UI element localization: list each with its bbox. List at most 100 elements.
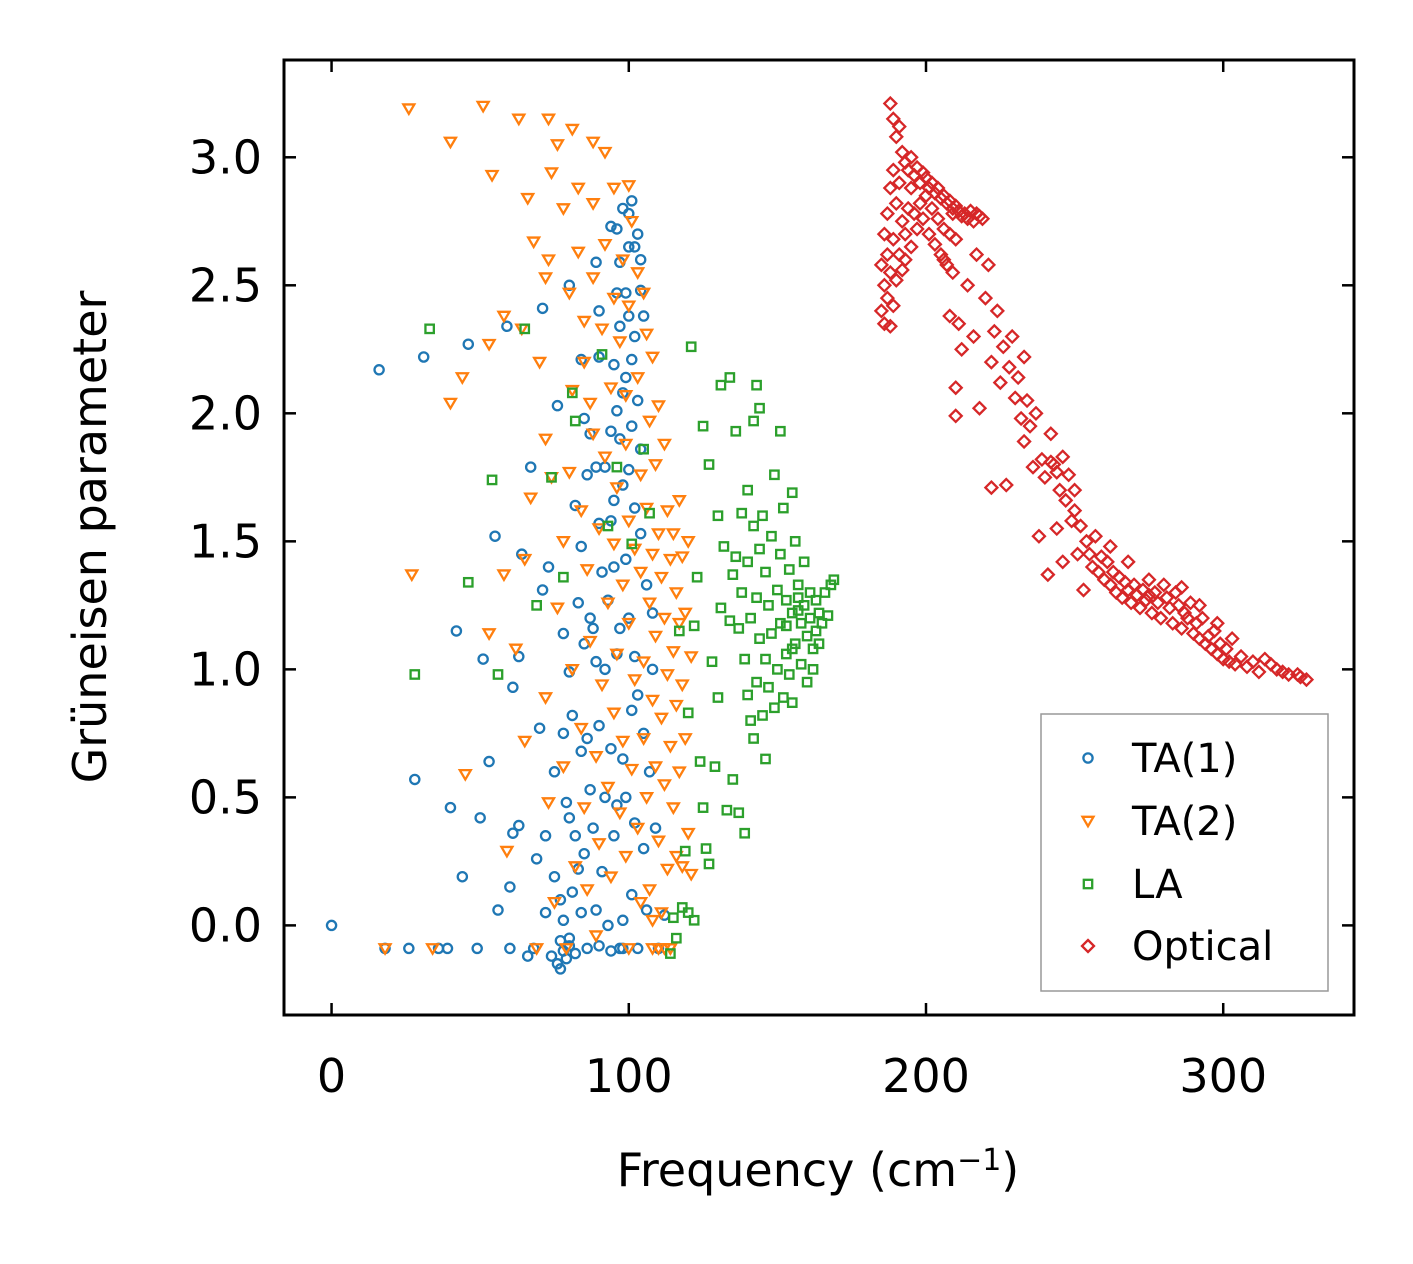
point-ta2 xyxy=(594,323,610,337)
point-optical xyxy=(891,118,907,135)
point-ta1 xyxy=(504,881,516,893)
point-ta1 xyxy=(649,822,662,834)
point-optical xyxy=(974,211,991,227)
point-ta2 xyxy=(576,802,592,816)
point-ta2 xyxy=(671,495,687,508)
point-ta2 xyxy=(648,761,664,775)
point-optical xyxy=(1153,610,1169,626)
point-ta2 xyxy=(585,136,601,150)
point-ta2 xyxy=(668,699,684,713)
point-la xyxy=(801,630,813,642)
point-ta2 xyxy=(585,198,601,211)
point-ta2 xyxy=(546,896,562,910)
point-ta2 xyxy=(600,781,616,795)
point-ta1 xyxy=(492,904,504,916)
legend-label-optical: Optical xyxy=(1132,924,1273,970)
point-ta1 xyxy=(409,773,421,786)
point-ta2 xyxy=(442,136,458,150)
point-ta2 xyxy=(621,617,637,631)
point-optical xyxy=(1099,554,1115,570)
point-optical xyxy=(897,226,913,242)
point-ta1 xyxy=(593,940,605,952)
point-ta2 xyxy=(597,451,613,465)
point-optical xyxy=(942,308,958,324)
point-la xyxy=(792,592,804,604)
point-la xyxy=(786,697,798,708)
point-ta2 xyxy=(573,722,589,736)
point-ta2 xyxy=(588,751,604,764)
point-ta2 xyxy=(597,238,613,252)
point-ta1 xyxy=(533,722,546,734)
point-optical xyxy=(933,246,949,263)
point-la xyxy=(697,802,709,813)
point-ta2 xyxy=(541,254,557,268)
point-optical xyxy=(906,205,922,222)
point-ta2 xyxy=(404,569,420,583)
point-ta1 xyxy=(620,791,632,804)
point-ta1 xyxy=(602,919,614,932)
point-ta1 xyxy=(640,904,653,916)
y-tick-label: 0.0 xyxy=(189,898,262,952)
point-optical xyxy=(1156,577,1172,593)
x-tick-label: 0 xyxy=(317,1049,346,1103)
point-la xyxy=(766,628,777,639)
point-la xyxy=(792,579,804,591)
point-la xyxy=(700,843,712,854)
point-ta2 xyxy=(570,182,586,196)
point-optical xyxy=(1191,597,1208,613)
point-optical xyxy=(1087,528,1104,544)
x-tick-label: 200 xyxy=(882,1049,970,1103)
point-optical xyxy=(903,149,919,165)
point-ta1 xyxy=(593,305,605,317)
point-la xyxy=(611,461,623,473)
point-ta1 xyxy=(608,830,620,842)
point-ta2 xyxy=(645,548,661,562)
point-optical xyxy=(1055,554,1071,570)
point-la xyxy=(709,761,721,772)
point-ta2 xyxy=(648,630,664,644)
point-optical xyxy=(888,195,904,212)
point-ta1 xyxy=(575,745,587,758)
y-tick-label: 2.5 xyxy=(189,258,262,312)
point-optical xyxy=(1013,410,1029,427)
point-ta2 xyxy=(656,612,672,626)
point-la xyxy=(816,617,828,629)
point-la xyxy=(754,633,765,644)
point-ta1 xyxy=(581,732,593,745)
point-optical xyxy=(1078,533,1095,549)
point-ta1 xyxy=(554,894,567,906)
point-optical xyxy=(971,400,988,416)
point-la xyxy=(775,617,786,629)
point-optical xyxy=(1176,605,1193,621)
points-layer xyxy=(325,95,1315,975)
point-optical xyxy=(891,175,907,191)
point-ta2 xyxy=(659,505,675,519)
point-ta2 xyxy=(627,543,643,557)
point-ta2 xyxy=(561,287,577,301)
point-ta2 xyxy=(520,192,536,206)
point-optical xyxy=(998,477,1014,493)
point-ta1 xyxy=(593,719,605,732)
point-optical xyxy=(1173,579,1190,596)
point-ta1 xyxy=(614,320,626,333)
point-optical xyxy=(915,211,931,227)
point-la xyxy=(703,858,715,870)
point-ta2 xyxy=(674,679,690,693)
point-ta2 xyxy=(564,123,580,137)
point-la xyxy=(730,425,742,437)
point-ta1 xyxy=(548,766,561,778)
legend-label-la: LA xyxy=(1132,862,1183,908)
point-ta1 xyxy=(626,420,638,432)
point-ta2 xyxy=(630,267,646,280)
plot-frame xyxy=(282,58,1356,1017)
point-ta1 xyxy=(539,906,552,919)
point-optical xyxy=(1120,554,1136,570)
point-ta2 xyxy=(532,356,548,370)
point-ta1 xyxy=(557,727,570,740)
point-optical xyxy=(1007,390,1023,406)
point-optical xyxy=(1173,620,1190,637)
point-ta1 xyxy=(626,353,638,366)
point-ta2 xyxy=(579,884,595,898)
point-la xyxy=(754,402,765,414)
point-ta2 xyxy=(674,551,690,565)
